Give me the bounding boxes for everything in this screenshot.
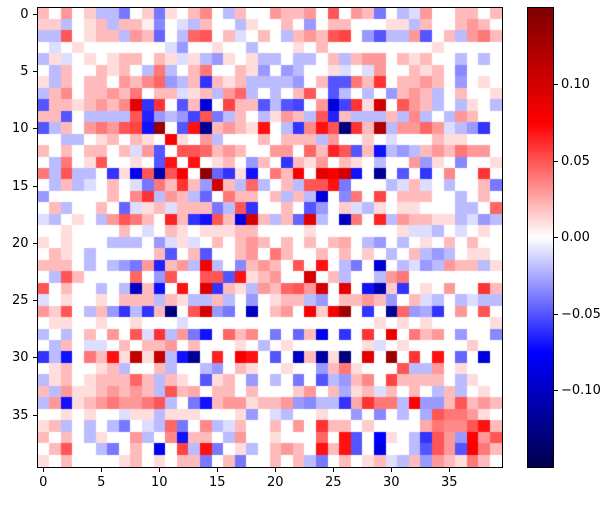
colorbar-tick-mark [554, 389, 558, 391]
x-tick-label: 35 [441, 474, 458, 490]
x-tick-label: 20 [267, 474, 284, 490]
colorbar-tick-label: 0.05 [561, 153, 590, 169]
colorbar [528, 8, 553, 468]
y-tick-label: 10 [11, 121, 29, 137]
y-tick-label: 30 [11, 350, 29, 366]
colorbar-tick-mark [554, 313, 558, 315]
y-tick-mark [32, 414, 37, 416]
x-tick-mark [216, 467, 218, 472]
x-tick-label: 0 [39, 474, 48, 490]
y-tick-mark [32, 128, 37, 130]
x-tick-label: 10 [151, 474, 168, 490]
y-tick-mark [32, 357, 37, 359]
colorbar-tick-mark [554, 160, 558, 162]
colorbar-tick-label: −0.05 [561, 306, 601, 322]
colorbar-tick-mark [554, 84, 558, 86]
y-tick-label: 25 [11, 293, 29, 309]
x-tick-label: 25 [325, 474, 342, 490]
colorbar-tick-label: 0.10 [561, 77, 590, 93]
x-tick-mark [332, 467, 334, 472]
heatmap-image [37, 8, 502, 468]
y-tick-label: 15 [11, 178, 29, 194]
y-tick-label: 35 [11, 407, 29, 423]
y-tick-mark [32, 300, 37, 302]
y-tick-label: 20 [11, 235, 29, 251]
y-tick-label: 0 [20, 6, 29, 22]
y-tick-mark [32, 242, 37, 244]
x-tick-mark [100, 467, 102, 472]
y-tick-mark [32, 70, 37, 72]
x-tick-label: 30 [383, 474, 400, 490]
colorbar-tick-label: −0.10 [561, 382, 601, 398]
colorbar-tick-label: 0.00 [561, 230, 590, 246]
x-tick-mark [274, 467, 276, 472]
x-tick-mark [448, 467, 450, 472]
y-tick-label: 5 [20, 63, 29, 79]
y-tick-mark [32, 13, 37, 15]
x-tick-label: 5 [97, 474, 106, 490]
x-tick-mark [390, 467, 392, 472]
colorbar-tick-mark [554, 237, 558, 239]
y-tick-mark [32, 185, 37, 187]
x-tick-mark [42, 467, 44, 472]
x-tick-mark [158, 467, 160, 472]
x-tick-label: 15 [209, 474, 226, 490]
